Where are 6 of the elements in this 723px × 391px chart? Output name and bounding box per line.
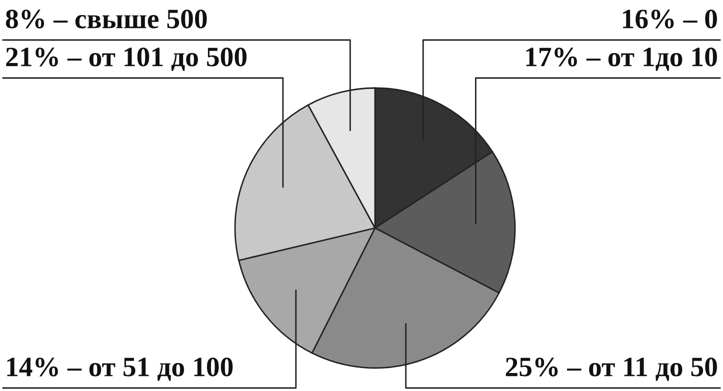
slice-label: 21% – от 101 до 500 [6, 48, 247, 71]
slice-label: 8% – свыше 500 [6, 10, 207, 28]
slice-label: 14% – от 51 до 100 [7, 358, 233, 381]
slice-label: 17% – от 1до 10 [526, 48, 717, 71]
slice-label: 25% – от 11 до 50 [506, 358, 717, 381]
slice-label: 16% – 0 [623, 10, 717, 28]
